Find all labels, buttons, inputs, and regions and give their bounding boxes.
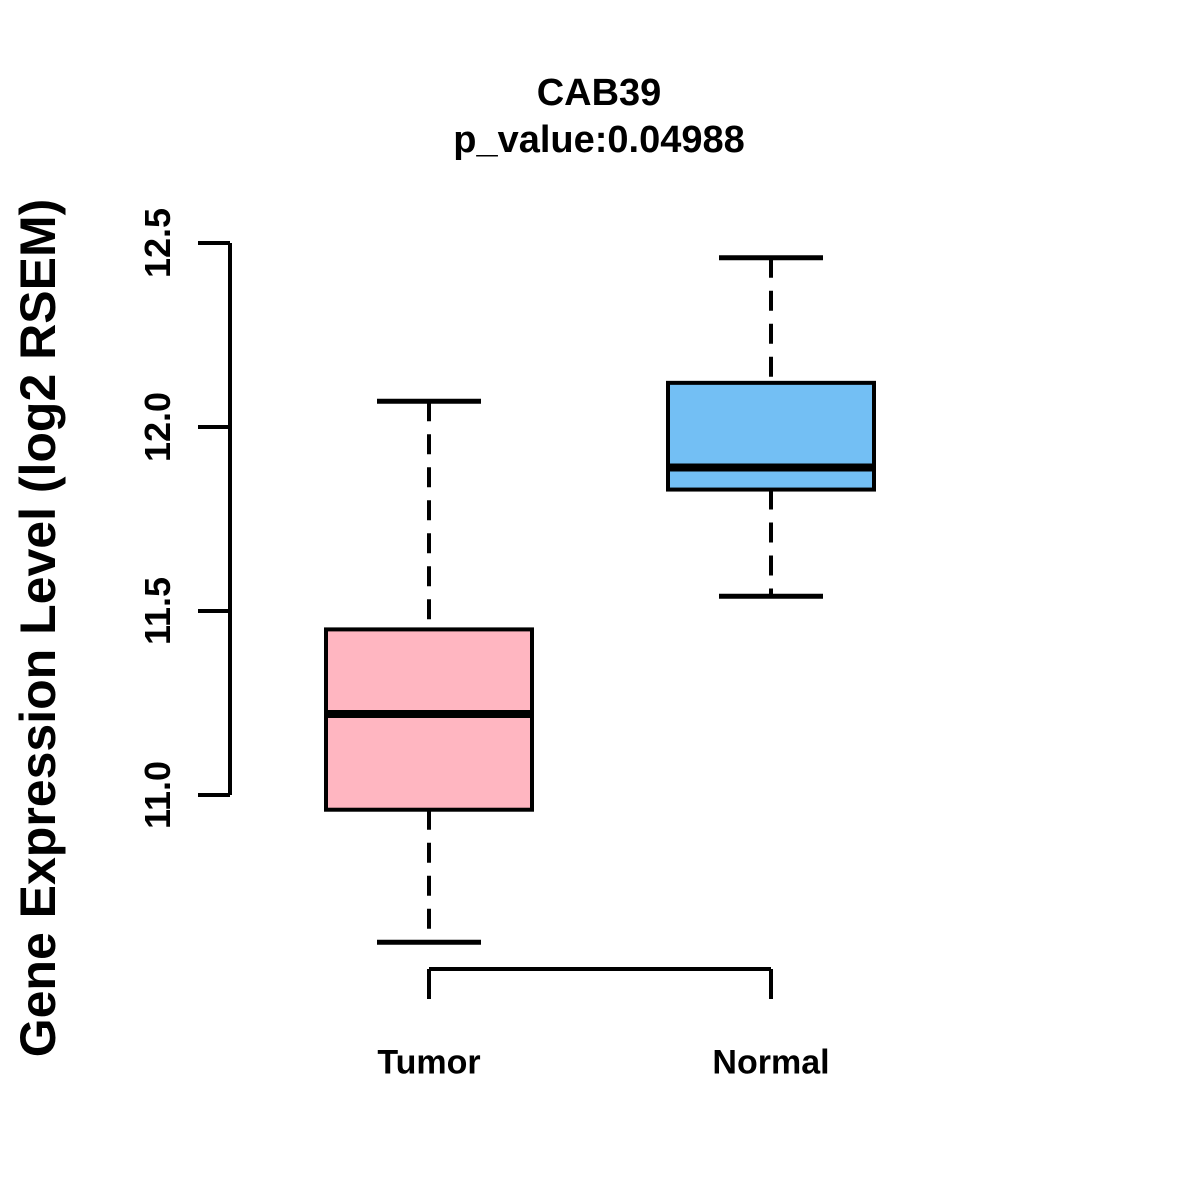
y-tick-label-11.5: 11.5 <box>137 576 178 646</box>
x-category-label-tumor: Tumor <box>377 1043 481 1082</box>
normal-box <box>666 380 876 492</box>
y-tick-label-12.5: 12.5 <box>137 207 178 279</box>
y-axis-title: Gene Expression Level (log2 RSEM) <box>10 198 66 1058</box>
plot-subtitle: p_value:0.04988 <box>453 119 745 161</box>
y-tick-label-12.0: 12.0 <box>137 391 178 463</box>
plot-title: CAB39 <box>536 72 662 114</box>
tumor-box <box>324 627 534 812</box>
y-tick-label-11.0: 11.0 <box>137 760 178 830</box>
x-category-label-normal: Normal <box>712 1043 830 1082</box>
